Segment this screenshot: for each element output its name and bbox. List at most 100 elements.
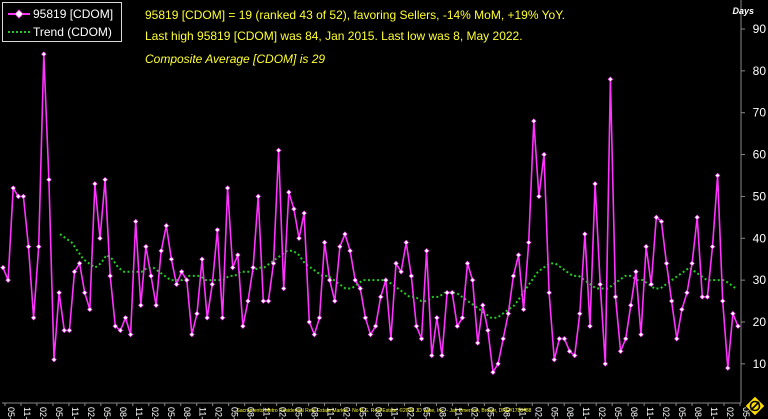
data-point [214,227,221,233]
x-tick-label: 08-18 [246,407,256,419]
data-point [388,336,394,342]
x-tick-label: 11-21 [453,407,463,419]
data-point [229,264,236,271]
data-point [699,294,705,300]
data-point [566,348,573,355]
data-point [66,327,73,334]
data-point [480,302,486,308]
series-main-line [0,51,741,375]
x-tick-label: 08-19 [310,407,320,419]
data-point [87,306,93,313]
data-point [684,289,690,296]
data-point [71,269,78,275]
x-tick-label: 08-22 [501,407,511,419]
summary-line-3: Composite Average [CDOM] is 29 [145,52,326,66]
data-point [633,269,639,275]
data-point [184,277,190,283]
x-tick-label: 05-25 [677,407,687,419]
data-point [143,243,149,250]
x-tick-label: 08-23 [565,407,575,419]
data-point [41,51,47,57]
data-point [485,327,491,334]
data-point [173,281,180,288]
legend-label-main: 95819 [CDOM] [33,7,114,21]
data-point [709,243,716,250]
data-point [612,294,619,300]
data-point [362,315,369,321]
data-point [316,315,323,321]
legend-item-main: 95819 [CDOM] [7,5,119,23]
data-point [76,260,83,267]
legend-label-trend: Trend (CDOM) [33,25,112,39]
data-point [730,310,736,317]
data-point [679,306,685,313]
data-point [582,231,588,237]
legend: 95819 [CDOM] Trend (CDOM) [2,2,122,42]
data-point [56,289,62,296]
x-tick-label: 11-25 [709,407,719,419]
y-tick-label: 80 [753,64,767,78]
data-point [628,302,634,308]
x-tick-label: 02-16 [86,407,96,419]
legend-item-trend: Trend (CDOM) [7,23,119,41]
data-point [653,214,660,221]
y-tick-label: 40 [753,231,767,245]
data-point [505,310,512,317]
data-point [127,331,134,338]
footer-credit: Sacramento Metro Residential Real Estate… [236,408,532,414]
data-point [372,323,379,329]
data-point [408,273,415,279]
data-point [622,336,629,342]
x-tick-label: 11-17 [198,407,208,419]
data-point [643,243,649,250]
data-point [367,331,374,338]
data-point [500,336,506,342]
y-axis: 10 20 30 40 50 60 70 80 90 [740,0,767,403]
data-point [178,269,185,275]
data-point [617,348,624,355]
data-point [352,277,358,283]
data-point [255,193,261,200]
x-tick-label: 11-20 [389,407,399,419]
data-point [224,185,231,191]
data-point [383,277,389,283]
data-point [235,252,241,258]
x-tick-label: 05-20 [358,407,368,419]
data-point [138,302,144,308]
data-point [265,298,272,304]
data-point [444,289,450,296]
data-point [526,239,532,246]
data-point [281,285,287,292]
data-point [398,269,404,275]
legend-swatch-trend-icon [8,31,30,33]
main-line-path [2,53,739,373]
x-tick-label: 05-19 [294,407,304,419]
data-point [158,248,164,254]
x-tick-label: 05-22 [485,407,495,419]
x-tick-label: 11-23 [581,407,591,419]
x-tick-label: 02-18 [214,407,224,419]
x-tick-label: 08-24 [629,407,639,419]
x-tick-label: 11-24 [645,407,655,419]
data-point [689,260,695,267]
data-point [592,181,598,187]
y-axis-units-label: Days [732,6,754,16]
data-point [321,239,328,246]
x-tick-label: 02-26 [725,407,735,419]
data-point [301,210,307,216]
data-point [663,260,670,267]
data-point [117,327,124,334]
data-point [449,289,455,296]
data-point [102,176,108,183]
x-tick-label: 02-19 [278,407,288,419]
data-point [286,189,292,195]
data-point [531,118,537,124]
data-point [97,235,103,242]
x-tick-label: 02-23 [533,407,543,419]
data-point [459,315,466,321]
y-tick-label: 50 [753,189,767,203]
data-point [464,260,471,267]
data-point [204,315,210,321]
x-tick-label: 11-19 [326,407,336,419]
